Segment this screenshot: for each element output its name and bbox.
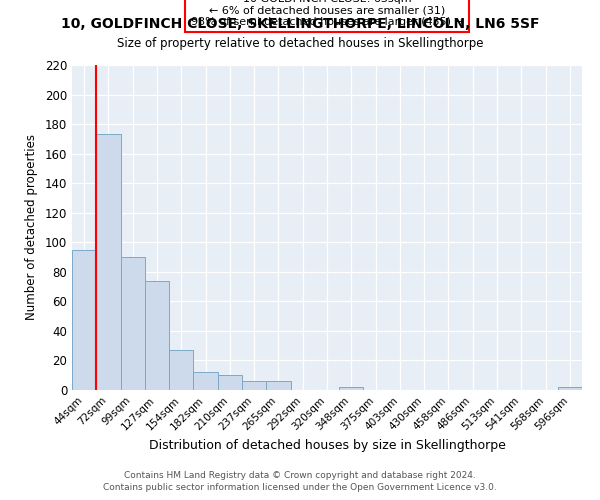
Bar [121, 257, 145, 390]
Bar [193, 372, 218, 390]
Bar [72, 250, 96, 390]
X-axis label: Distribution of detached houses by size in Skellingthorpe: Distribution of detached houses by size … [149, 438, 505, 452]
Bar [96, 134, 121, 390]
Bar [266, 381, 290, 390]
Bar [339, 387, 364, 390]
Bar [242, 381, 266, 390]
Bar [218, 375, 242, 390]
Text: Size of property relative to detached houses in Skellingthorpe: Size of property relative to detached ho… [117, 38, 483, 51]
Y-axis label: Number of detached properties: Number of detached properties [25, 134, 38, 320]
Text: Contains HM Land Registry data © Crown copyright and database right 2024.: Contains HM Land Registry data © Crown c… [124, 471, 476, 480]
Text: Contains public sector information licensed under the Open Government Licence v3: Contains public sector information licen… [103, 484, 497, 492]
Bar [169, 350, 193, 390]
Bar [145, 280, 169, 390]
Text: 10, GOLDFINCH CLOSE, SKELLINGTHORPE, LINCOLN, LN6 5SF: 10, GOLDFINCH CLOSE, SKELLINGTHORPE, LIN… [61, 18, 539, 32]
Bar [558, 387, 582, 390]
Text: 10 GOLDFINCH CLOSE: 63sqm
← 6% of detached houses are smaller (31)
93% of semi-d: 10 GOLDFINCH CLOSE: 63sqm ← 6% of detach… [191, 0, 463, 26]
